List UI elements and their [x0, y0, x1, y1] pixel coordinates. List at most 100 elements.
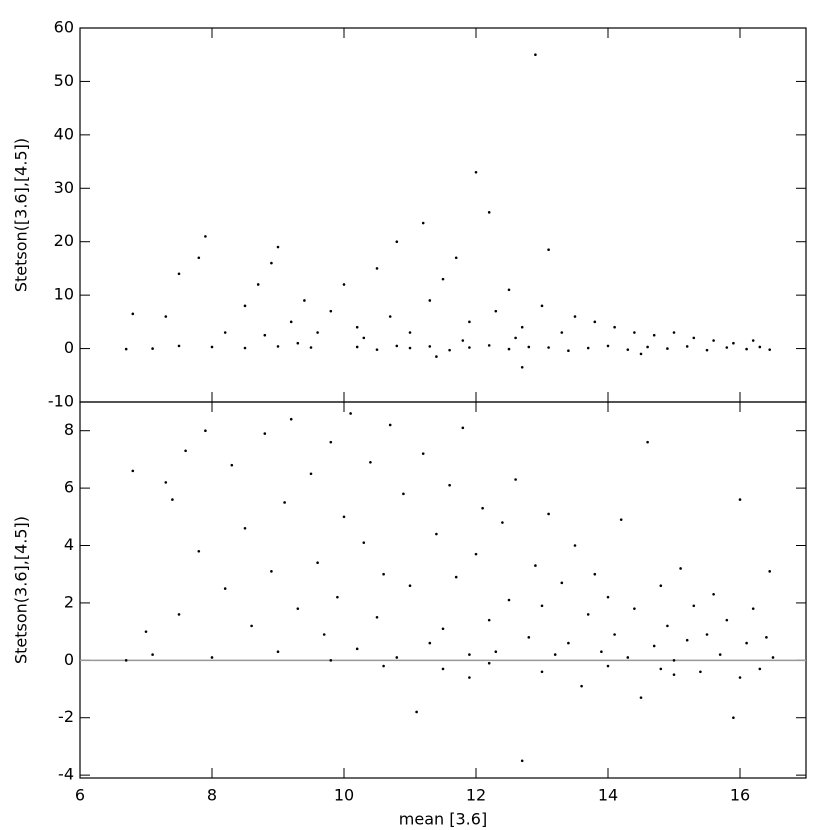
point — [705, 348, 709, 352]
point — [421, 221, 425, 225]
point — [507, 598, 511, 602]
point — [514, 336, 517, 340]
point — [461, 339, 465, 342]
point — [256, 283, 260, 286]
point — [428, 345, 432, 348]
point — [652, 333, 656, 337]
point — [131, 312, 135, 316]
point — [395, 656, 399, 659]
point — [375, 615, 379, 619]
point — [468, 676, 471, 679]
point — [738, 676, 742, 679]
point — [520, 759, 524, 763]
point — [151, 347, 154, 350]
point — [270, 261, 273, 265]
point — [230, 463, 234, 467]
point — [487, 618, 491, 622]
point — [553, 653, 557, 656]
point — [712, 339, 715, 342]
point — [408, 346, 412, 350]
point — [672, 331, 676, 334]
point — [692, 604, 696, 608]
y-tick-label: -10 — [48, 392, 74, 411]
point — [441, 667, 445, 671]
point — [448, 483, 451, 487]
point — [560, 581, 564, 585]
point — [263, 432, 267, 435]
point — [534, 564, 537, 567]
point — [751, 607, 755, 610]
point — [606, 344, 610, 348]
y-tick-label: 8 — [64, 420, 74, 439]
point — [699, 670, 702, 674]
point — [270, 570, 273, 573]
point — [197, 549, 201, 553]
point — [210, 656, 214, 659]
point — [454, 575, 458, 579]
point — [639, 352, 643, 356]
y-tick-label: 4 — [64, 535, 74, 554]
point — [355, 647, 359, 651]
point — [382, 572, 385, 576]
point — [204, 429, 207, 433]
point — [336, 595, 339, 599]
point — [666, 347, 669, 350]
point — [435, 355, 438, 358]
x-tick-label: 10 — [334, 786, 354, 805]
point — [289, 417, 293, 421]
point — [745, 347, 748, 351]
point — [520, 325, 524, 329]
point — [507, 288, 511, 292]
point — [468, 346, 471, 349]
point — [421, 452, 425, 455]
point — [164, 481, 168, 484]
y-tick-label: 0 — [64, 338, 74, 357]
point — [547, 248, 550, 252]
point — [309, 472, 313, 476]
point — [573, 315, 577, 318]
y-tick-label: 10 — [54, 285, 74, 304]
point — [355, 345, 359, 349]
point — [758, 667, 762, 671]
point — [738, 498, 742, 501]
point — [441, 627, 445, 631]
point — [534, 53, 537, 57]
y-tick-label: 30 — [54, 178, 74, 197]
point — [768, 348, 771, 351]
point — [197, 256, 201, 260]
point — [263, 333, 267, 337]
point — [626, 348, 630, 351]
y-tick-label: 60 — [54, 18, 74, 37]
y-tick-label: 0 — [64, 650, 74, 669]
y-tick-label: -4 — [58, 765, 74, 784]
point — [362, 336, 366, 340]
point — [593, 320, 597, 324]
point — [659, 667, 663, 671]
point — [296, 607, 300, 610]
point — [309, 346, 313, 349]
point — [223, 587, 227, 590]
point — [646, 440, 649, 444]
point — [586, 613, 590, 616]
point — [692, 336, 696, 340]
y-tick-label: 6 — [64, 478, 74, 497]
point — [487, 211, 491, 214]
point — [633, 331, 636, 334]
point — [395, 240, 399, 244]
point — [124, 347, 128, 351]
point — [501, 521, 504, 524]
y-tick-label: 40 — [54, 124, 74, 143]
point — [732, 716, 735, 720]
point — [652, 644, 656, 648]
point — [659, 584, 663, 587]
plot-frame — [79, 27, 807, 403]
point — [474, 170, 478, 174]
point — [375, 348, 379, 351]
point — [514, 478, 517, 481]
point — [567, 641, 570, 645]
point — [415, 710, 418, 714]
point — [243, 304, 247, 308]
point — [765, 636, 768, 639]
point — [626, 656, 630, 659]
point — [355, 325, 359, 329]
